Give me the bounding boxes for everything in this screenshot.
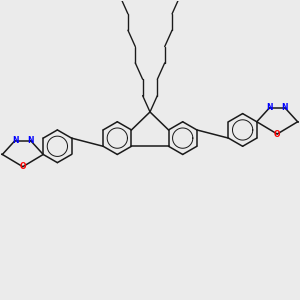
Text: N: N [12,136,18,145]
Text: N: N [282,103,288,112]
Text: N: N [266,103,273,112]
Text: O: O [20,162,26,171]
Text: O: O [274,130,281,139]
Text: N: N [27,136,34,145]
